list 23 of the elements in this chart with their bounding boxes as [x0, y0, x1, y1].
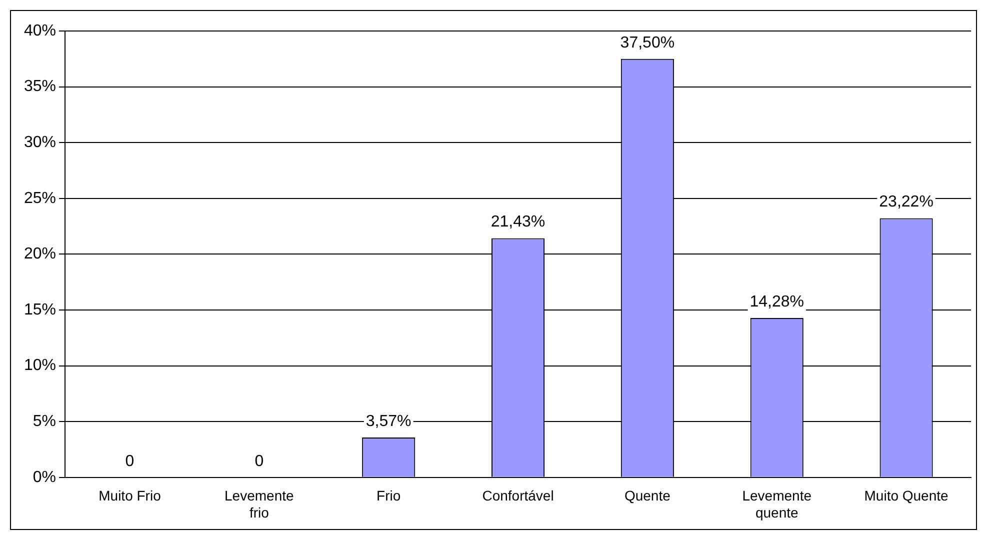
x-tick-label: Frio	[376, 488, 401, 504]
y-tick-label: 30%	[24, 134, 56, 152]
data-label: 23,22%	[879, 194, 934, 211]
x-tick-label: Levemente quente	[742, 488, 812, 520]
data-label: 37,50%	[620, 34, 675, 52]
data-label: 0	[254, 452, 264, 470]
x-tick-label: Confortável	[482, 488, 554, 504]
data-label: 14,28%	[750, 293, 804, 310]
y-tick-label: 35%	[24, 78, 56, 96]
data-label: 21,43%	[490, 214, 546, 231]
y-tick-label: 10%	[24, 357, 56, 374]
y-tick-label: 5%	[32, 413, 56, 430]
y-tick-label: 15%	[24, 301, 56, 318]
y-tick-label: 0%	[32, 468, 56, 486]
y-tick-label: 20%	[24, 246, 56, 263]
x-tick-label: Quente	[624, 488, 671, 504]
x-tick-label: Muito Frio	[98, 488, 162, 504]
x-tick-label: Levemente frio	[224, 488, 294, 520]
data-label: 3,57%	[366, 412, 412, 430]
data-label: 0	[125, 452, 134, 470]
y-tick-label: 25%	[24, 190, 56, 207]
x-tick-label: Muito Quente	[864, 488, 949, 504]
y-tick-label: 40%	[24, 22, 56, 40]
